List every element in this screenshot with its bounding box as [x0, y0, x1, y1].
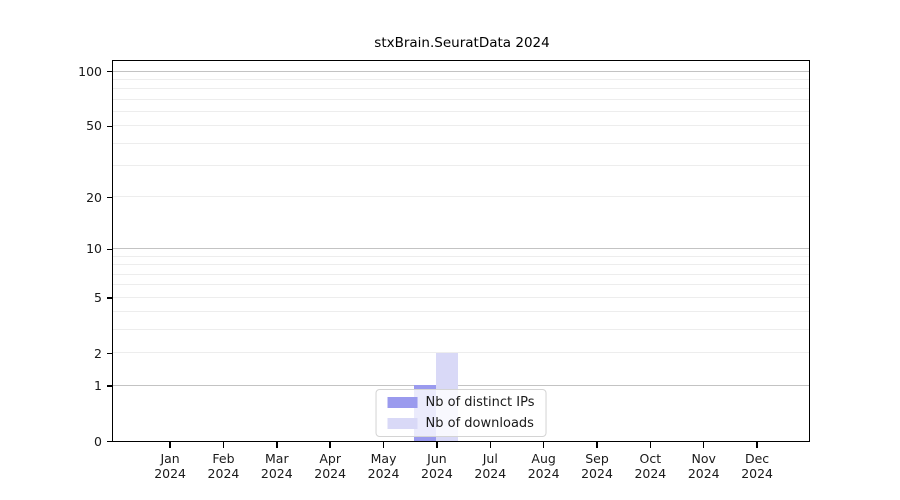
y-tick-label-50: 50 [86, 118, 102, 134]
y-tick-label-5: 5 [94, 289, 102, 305]
x-tick-year: 2024 [207, 466, 240, 482]
x-tick-year: 2024 [474, 466, 507, 482]
x-tick-mark-feb [222, 442, 225, 449]
y-tick-mark-50 [106, 125, 113, 128]
gridline-1 [113, 384, 809, 386]
gridline-7 [113, 273, 809, 275]
y-tick-mark-5 [106, 297, 113, 299]
legend-swatch-downloads [387, 418, 418, 429]
y-tick-mark-0 [106, 440, 113, 443]
x-tick-mark-jun [436, 442, 438, 449]
x-tick-month: Oct [639, 451, 662, 467]
x-tick-label-may: May 2024 [352, 451, 416, 481]
gridline-4 [113, 311, 809, 313]
x-tick-label-dec: Dec 2024 [725, 451, 789, 481]
x-tick-month: Aug [531, 451, 556, 467]
x-tick-year: 2024 [527, 466, 560, 482]
y-tick-mark-20 [106, 196, 113, 199]
x-tick-year: 2024 [741, 466, 773, 482]
x-tick-mark-mar [276, 442, 278, 449]
legend-row-distinct-ips: Nb of distinct IPs [387, 395, 535, 410]
legend-swatch-distinct-ips [387, 397, 418, 408]
x-tick-year: 2024 [581, 466, 613, 482]
x-tick-month: Feb [212, 451, 235, 467]
x-tick-month: Mar [265, 451, 289, 467]
y-tick-label-0: 0 [94, 433, 102, 449]
gridline-20 [113, 196, 809, 198]
x-tick-mark-apr [329, 442, 331, 449]
y-tick-label-1: 1 [94, 378, 102, 394]
y-tick-mark-1 [106, 385, 113, 387]
x-tick-mark-may [382, 442, 385, 449]
y-tick-mark-10 [106, 248, 113, 251]
gridline-8 [113, 264, 809, 266]
gridline-50 [113, 125, 809, 127]
gridline-6 [113, 284, 809, 286]
x-tick-month: Jun [427, 451, 447, 467]
legend-label-downloads: Nb of downloads [425, 416, 534, 431]
y-tick-mark-100 [106, 70, 113, 73]
x-tick-year: 2024 [314, 466, 347, 482]
x-tick-year: 2024 [260, 466, 293, 482]
y-tick-label-20: 20 [86, 189, 102, 205]
gridline-9 [113, 255, 809, 257]
x-tick-mark-jul [489, 442, 492, 449]
gridline-90 [113, 78, 809, 80]
legend: Nb of distinct IPs Nb of downloads [375, 389, 547, 437]
legend-row-downloads: Nb of downloads [387, 416, 535, 431]
x-tick-label-sep: Sep 2024 [565, 451, 629, 481]
x-tick-mark-oct [649, 442, 652, 449]
x-tick-mark-dec [756, 442, 758, 449]
x-tick-label-feb: Feb 2024 [191, 451, 255, 481]
chart-title: stxBrain.SeuratData 2024 [374, 35, 550, 51]
x-tick-month: Sep [585, 451, 609, 467]
gridline-80 [113, 88, 809, 90]
x-tick-label-oct: Oct 2024 [618, 451, 682, 481]
y-tick-label-100: 100 [78, 63, 102, 79]
y-tick-label-2: 2 [94, 345, 102, 361]
x-tick-month: Jan [160, 451, 180, 467]
x-tick-month: Apr [319, 451, 341, 467]
x-tick-mark-aug [542, 442, 545, 449]
y-tick-mark-2 [106, 352, 113, 355]
x-tick-label-jul: Jul 2024 [458, 451, 522, 481]
x-tick-year: 2024 [687, 466, 720, 482]
y-tick-label-10: 10 [86, 241, 102, 257]
x-tick-year: 2024 [367, 466, 400, 482]
gridline-40 [113, 142, 809, 144]
x-tick-mark-sep [596, 442, 598, 449]
x-tick-label-jan: Jan 2024 [138, 451, 202, 481]
x-tick-year: 2024 [421, 466, 453, 482]
x-tick-month: Dec [744, 451, 770, 467]
x-tick-month: May [370, 451, 397, 467]
x-tick-label-jun: Jun 2024 [405, 451, 469, 481]
x-tick-mark-nov [702, 442, 705, 449]
gridline-5 [113, 296, 809, 298]
x-tick-label-nov: Nov 2024 [672, 451, 736, 481]
x-tick-label-apr: Apr 2024 [298, 451, 362, 481]
gridline-60 [113, 110, 809, 112]
plot-area: Nb of distinct IPs Nb of downloads [112, 60, 810, 442]
x-tick-label-aug: Aug 2024 [512, 451, 576, 481]
gridline-100 [113, 70, 809, 72]
legend-label-distinct-ips: Nb of distinct IPs [425, 395, 535, 410]
x-tick-year: 2024 [154, 466, 186, 482]
gridline-30 [113, 165, 809, 167]
x-tick-month: Nov [691, 451, 716, 467]
gridline-10 [113, 248, 809, 250]
gridline-3 [113, 329, 809, 331]
x-tick-label-mar: Mar 2024 [245, 451, 309, 481]
x-tick-year: 2024 [634, 466, 667, 482]
x-tick-month: Jul [482, 451, 498, 467]
x-tick-mark-jan [169, 442, 171, 449]
gridline-2 [113, 352, 809, 354]
gridline-70 [113, 98, 809, 100]
